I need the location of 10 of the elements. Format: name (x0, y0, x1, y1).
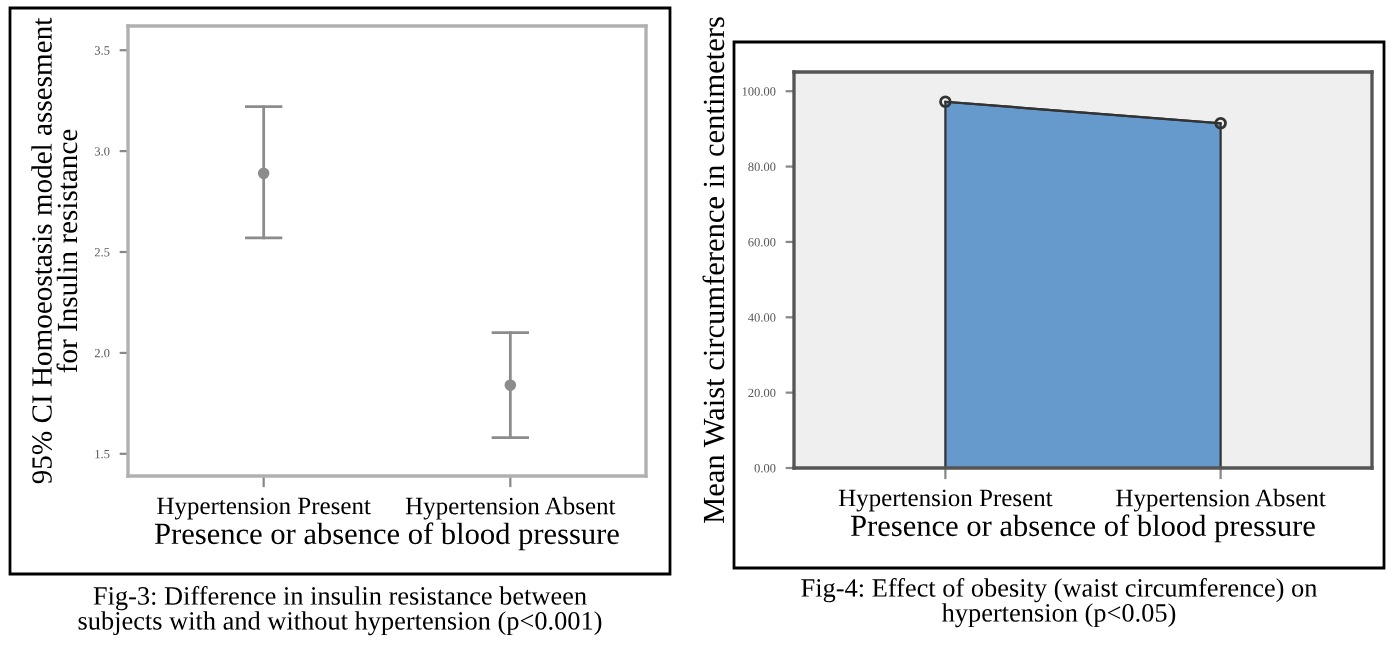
y-axis-title: Mean Waist circumference in centimeters (702, 17, 725, 523)
x-tick-label: Hypertension Present (157, 497, 371, 520)
y-axis-title: 95% CI Homoeostasis model assesment for Insulin resistance (31, 17, 78, 484)
x-axis-title: Presence or absence of blood pressure (850, 514, 1315, 543)
x-tick-label: Hypertension Absent (1116, 488, 1326, 512)
text: Fig-3: Difference in insulin resistance between subjects with and without hypertension (p<0.001) (78, 586, 602, 636)
text: Fig-4: Effect of obesity (waist circumference) on hypertension (p<0.05) (801, 578, 1318, 628)
x-tick-label: Hypertension Present (838, 489, 1053, 512)
x-axis-title: Presence or absence of blood pressure (154, 522, 619, 551)
x-tick-label: Hypertension Absent (405, 496, 616, 520)
